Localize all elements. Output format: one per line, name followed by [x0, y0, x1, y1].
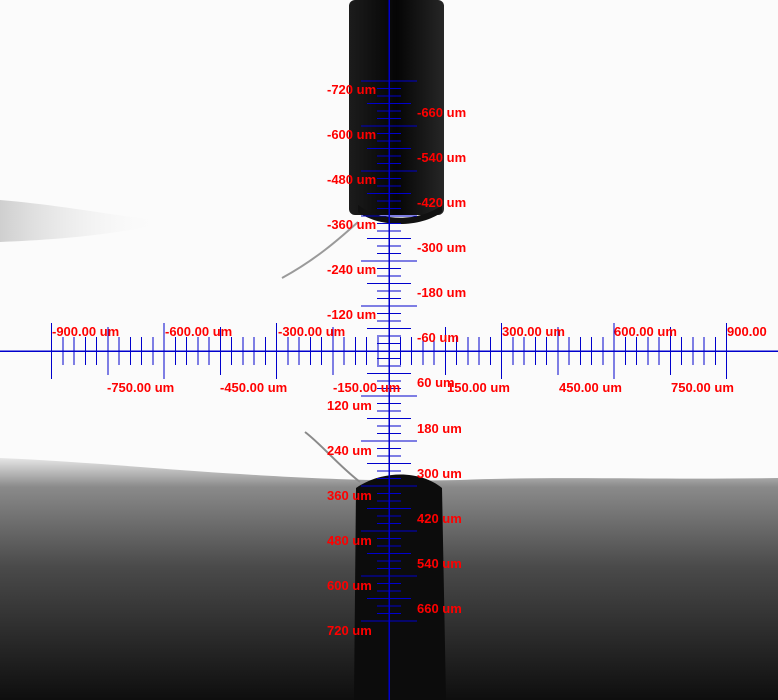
x-label-top-4: 300.00 um: [502, 324, 565, 339]
y-label-left-11: 600 um: [327, 578, 372, 593]
x-label-bottom-3: -150.00 um: [333, 380, 400, 395]
x-label-top-1: -900.00 um: [52, 324, 119, 339]
probe-needle: [349, 0, 444, 215]
x-label-bottom-1: -750.00 um: [107, 380, 174, 395]
y-label-right-8: 180 um: [417, 421, 462, 436]
y-label-right-5: -180 um: [417, 285, 466, 300]
y-label-left-7: 120 um: [327, 398, 372, 413]
y-label-right-6: -60 um: [417, 330, 459, 345]
y-label-left-4: -360 um: [327, 217, 376, 232]
y-label-right-7: 60 um: [417, 375, 455, 390]
y-label-right-2: -540 um: [417, 150, 466, 165]
y-label-right-12: 660 um: [417, 601, 462, 616]
y-label-right-4: -300 um: [417, 240, 466, 255]
fiber-strand: [281, 221, 359, 279]
x-label-top-2: -600.00 um: [165, 324, 232, 339]
x-label-bottom-4: 150.00 um: [447, 380, 510, 395]
x-label-bottom-6: 750.00 um: [671, 380, 734, 395]
y-label-left-9: 360 um: [327, 488, 372, 503]
y-label-left-5: -240 um: [327, 262, 376, 277]
y-label-left-10: 480 um: [327, 533, 372, 548]
y-label-right-1: -660 um: [417, 105, 466, 120]
y-label-right-3: -420 um: [417, 195, 466, 210]
y-label-left-8: 240 um: [327, 443, 372, 458]
x-label-bottom-5: 450.00 um: [559, 380, 622, 395]
fiber-strand-reflection: [304, 431, 361, 483]
upper-left-haze: [0, 200, 170, 242]
y-label-left-2: -600 um: [327, 127, 376, 142]
y-label-right-11: 540 um: [417, 556, 462, 571]
x-label-top-6: 900.00: [727, 324, 767, 339]
y-label-right-10: 420 um: [417, 511, 462, 526]
x-label-top-5: 600.00 um: [614, 324, 677, 339]
probe-needle-tip: [358, 205, 442, 224]
x-label-bottom-2: -450.00 um: [220, 380, 287, 395]
y-label-left-12: 720 um: [327, 623, 372, 638]
y-label-right-9: 300 um: [417, 466, 462, 481]
y-label-left-6: -120 um: [327, 307, 376, 322]
y-label-left-1: -720 um: [327, 82, 376, 97]
x-label-top-3: -300.00 um: [278, 324, 345, 339]
y-label-left-3: -480 um: [327, 172, 376, 187]
